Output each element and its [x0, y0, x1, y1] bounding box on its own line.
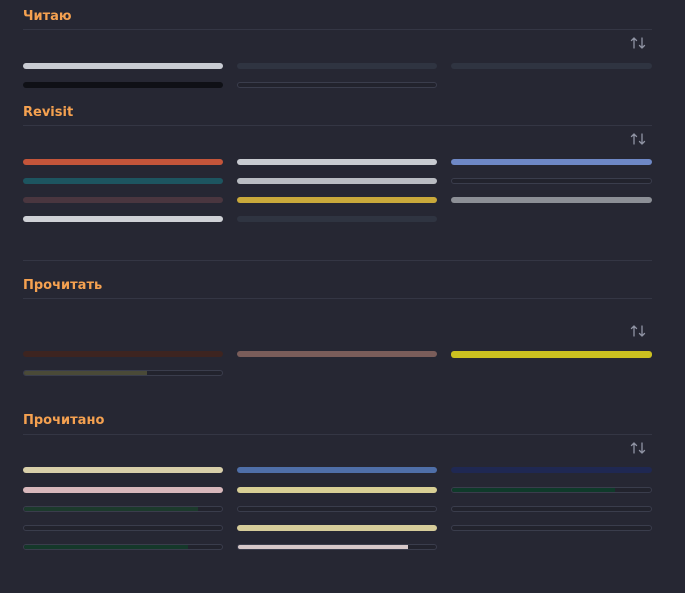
book-bar[interactable] [237, 63, 437, 69]
book-bar[interactable] [451, 159, 652, 165]
section-rule [23, 434, 652, 435]
book-bar[interactable] [23, 544, 223, 550]
book-bar[interactable] [23, 506, 223, 512]
book-bar[interactable] [237, 197, 437, 203]
book-bar[interactable] [237, 82, 437, 88]
book-bar[interactable] [451, 178, 652, 184]
section-rule [23, 125, 652, 126]
book-bar[interactable] [23, 178, 223, 184]
section-title: Прочитать [23, 278, 103, 293]
book-bar[interactable] [23, 467, 223, 473]
sort-arrows-icon[interactable] [630, 324, 646, 338]
book-bar[interactable] [23, 82, 223, 88]
book-bar[interactable] [451, 506, 652, 512]
section-title: Прочитано [23, 413, 105, 428]
book-bar[interactable] [23, 159, 223, 165]
section-rule [23, 29, 652, 30]
section-reading: Читаю [23, 9, 652, 89]
section-read: Прочитано [23, 413, 652, 558]
book-bar[interactable] [237, 467, 437, 473]
book-bar[interactable] [451, 63, 652, 69]
book-bar[interactable] [237, 487, 437, 493]
section-title: Читаю [23, 9, 72, 24]
section-to-read: Прочитать [23, 278, 652, 383]
book-bar[interactable] [23, 63, 223, 69]
book-bar[interactable] [451, 351, 652, 358]
book-bar[interactable] [237, 506, 437, 512]
sort-arrows-icon[interactable] [630, 441, 646, 455]
book-bar[interactable] [23, 487, 223, 493]
book-bar[interactable] [237, 178, 437, 184]
book-bar[interactable] [451, 467, 652, 473]
book-bar[interactable] [451, 487, 652, 493]
book-bar[interactable] [23, 197, 223, 203]
book-bar[interactable] [237, 525, 437, 531]
book-bar[interactable] [237, 159, 437, 165]
book-bar[interactable] [23, 370, 223, 376]
list-divider [23, 260, 652, 261]
sort-arrows-icon[interactable] [630, 132, 646, 146]
section-title: Revisit [23, 105, 74, 120]
book-bar[interactable] [451, 197, 652, 203]
book-bar[interactable] [237, 216, 437, 222]
book-bar[interactable] [451, 525, 652, 531]
section-revisit: Revisit [23, 105, 652, 230]
section-rule [23, 298, 652, 299]
book-bar[interactable] [23, 525, 223, 531]
book-bar[interactable] [23, 351, 223, 357]
book-bar[interactable] [237, 351, 437, 357]
book-bar[interactable] [237, 544, 437, 550]
book-bar[interactable] [23, 216, 223, 222]
sort-arrows-icon[interactable] [630, 36, 646, 50]
